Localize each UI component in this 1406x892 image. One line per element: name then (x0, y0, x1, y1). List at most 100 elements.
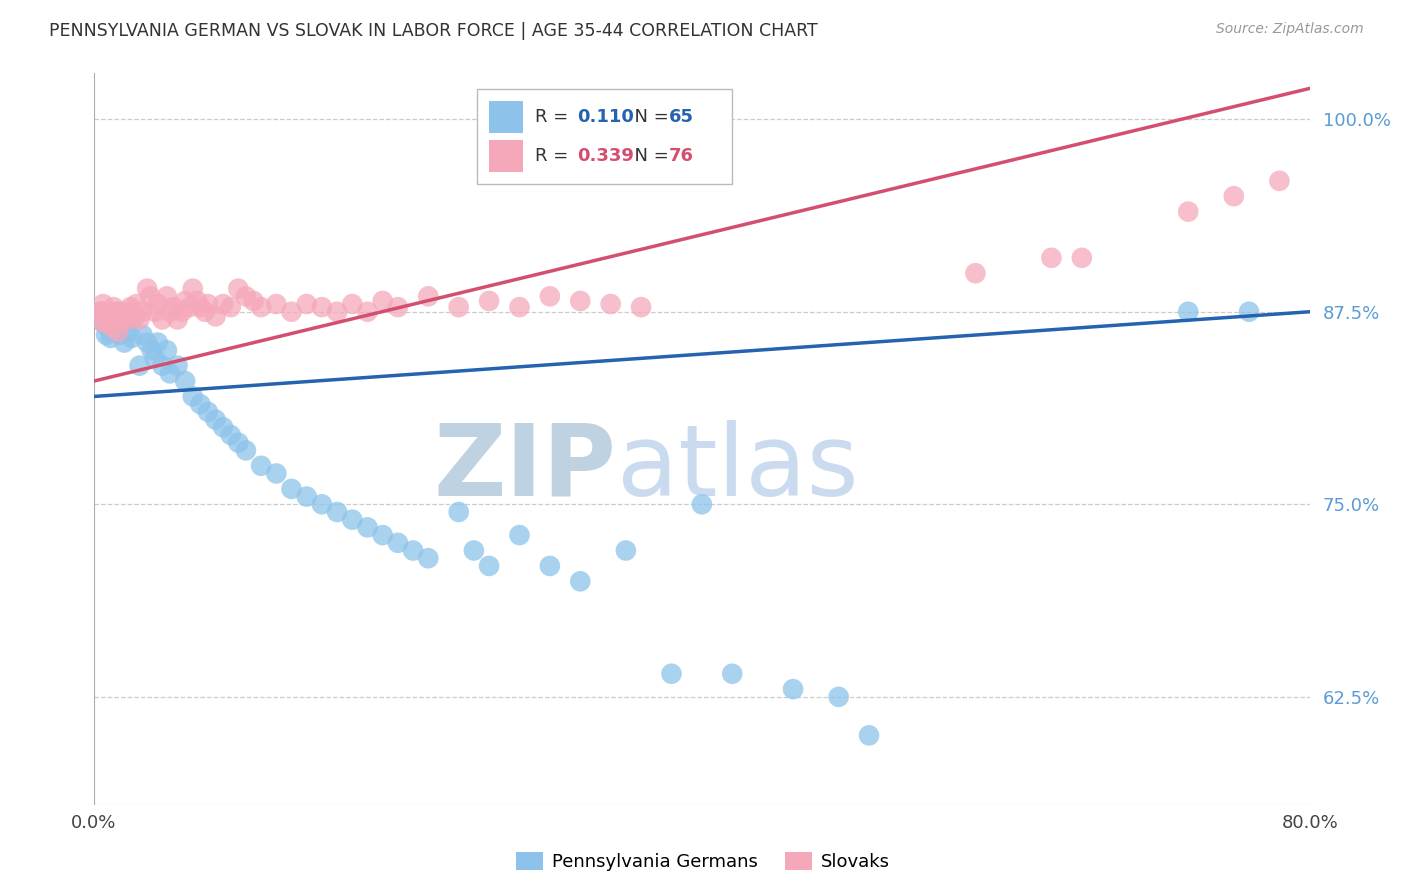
Point (186, 293, 208, 308)
Point (117, 325, 139, 339)
Point (156, 343, 179, 358)
Point (858, 728, 880, 742)
Point (124, 310, 146, 324)
Text: ZIP: ZIP (434, 419, 617, 516)
Point (235, 289, 257, 303)
Point (212, 420, 235, 434)
Point (250, 458, 273, 473)
Point (111, 312, 134, 326)
Point (97, 320, 120, 334)
Point (219, 300, 242, 314)
Point (661, 666, 683, 681)
Point (569, 293, 592, 308)
Text: N =: N = (623, 108, 675, 126)
Point (194, 304, 217, 318)
Point (326, 304, 349, 318)
Point (120, 312, 142, 326)
Text: 65: 65 (669, 108, 695, 126)
Point (156, 289, 179, 303)
Point (128, 359, 150, 373)
Point (569, 574, 592, 589)
Point (131, 304, 153, 318)
Point (107, 304, 129, 318)
Point (326, 505, 349, 519)
Point (131, 327, 153, 342)
Point (143, 351, 166, 365)
Point (108, 327, 131, 342)
Point (478, 293, 501, 308)
Point (1070, 251, 1092, 265)
Point (538, 558, 561, 573)
Text: atlas: atlas (617, 419, 859, 516)
Point (614, 543, 637, 558)
Text: R =: R = (536, 108, 574, 126)
Point (181, 282, 204, 296)
FancyBboxPatch shape (477, 89, 733, 185)
Point (141, 343, 163, 358)
Point (463, 543, 485, 558)
Point (174, 293, 197, 308)
Point (242, 293, 264, 308)
Legend: Pennsylvania Germans, Slovaks: Pennsylvania Germans, Slovaks (509, 845, 897, 879)
Point (166, 359, 188, 373)
Point (418, 551, 440, 566)
Point (197, 297, 219, 311)
Point (94, 327, 117, 342)
Point (280, 482, 302, 496)
Point (110, 310, 132, 324)
Point (188, 300, 211, 314)
Point (295, 490, 318, 504)
Point (87, 312, 110, 326)
Point (94, 308, 117, 322)
Point (1389, 128, 1406, 142)
Point (1360, 136, 1382, 150)
Point (179, 300, 201, 314)
Point (181, 389, 204, 403)
Point (105, 304, 128, 318)
Point (204, 310, 226, 324)
Point (100, 310, 122, 324)
Point (418, 289, 440, 303)
Point (136, 335, 159, 350)
Point (101, 320, 124, 334)
Point (128, 312, 150, 326)
Point (143, 304, 166, 318)
Point (311, 497, 333, 511)
Point (150, 312, 173, 326)
Point (112, 304, 135, 318)
Point (150, 359, 173, 373)
Point (721, 666, 744, 681)
Point (1040, 251, 1063, 265)
Point (124, 310, 146, 324)
Point (827, 690, 849, 704)
Point (690, 497, 713, 511)
Point (1268, 174, 1291, 188)
Point (98, 304, 121, 318)
Point (166, 312, 188, 326)
Point (402, 543, 425, 558)
Point (89, 304, 111, 318)
Point (90, 304, 112, 318)
Point (101, 316, 124, 330)
Point (146, 335, 169, 350)
Point (112, 335, 135, 350)
Point (387, 536, 409, 550)
Point (97, 312, 120, 326)
Point (1329, 151, 1351, 165)
Point (108, 316, 131, 330)
Point (162, 300, 184, 314)
Point (120, 300, 142, 314)
Point (280, 304, 302, 318)
Point (1177, 204, 1199, 219)
Point (538, 289, 561, 303)
Point (508, 300, 530, 314)
Point (965, 266, 987, 280)
Point (172, 304, 194, 318)
Point (212, 297, 235, 311)
Point (104, 312, 127, 326)
Point (235, 443, 257, 458)
Point (250, 300, 273, 314)
FancyBboxPatch shape (489, 101, 523, 133)
Point (98, 308, 121, 322)
FancyBboxPatch shape (489, 140, 523, 172)
